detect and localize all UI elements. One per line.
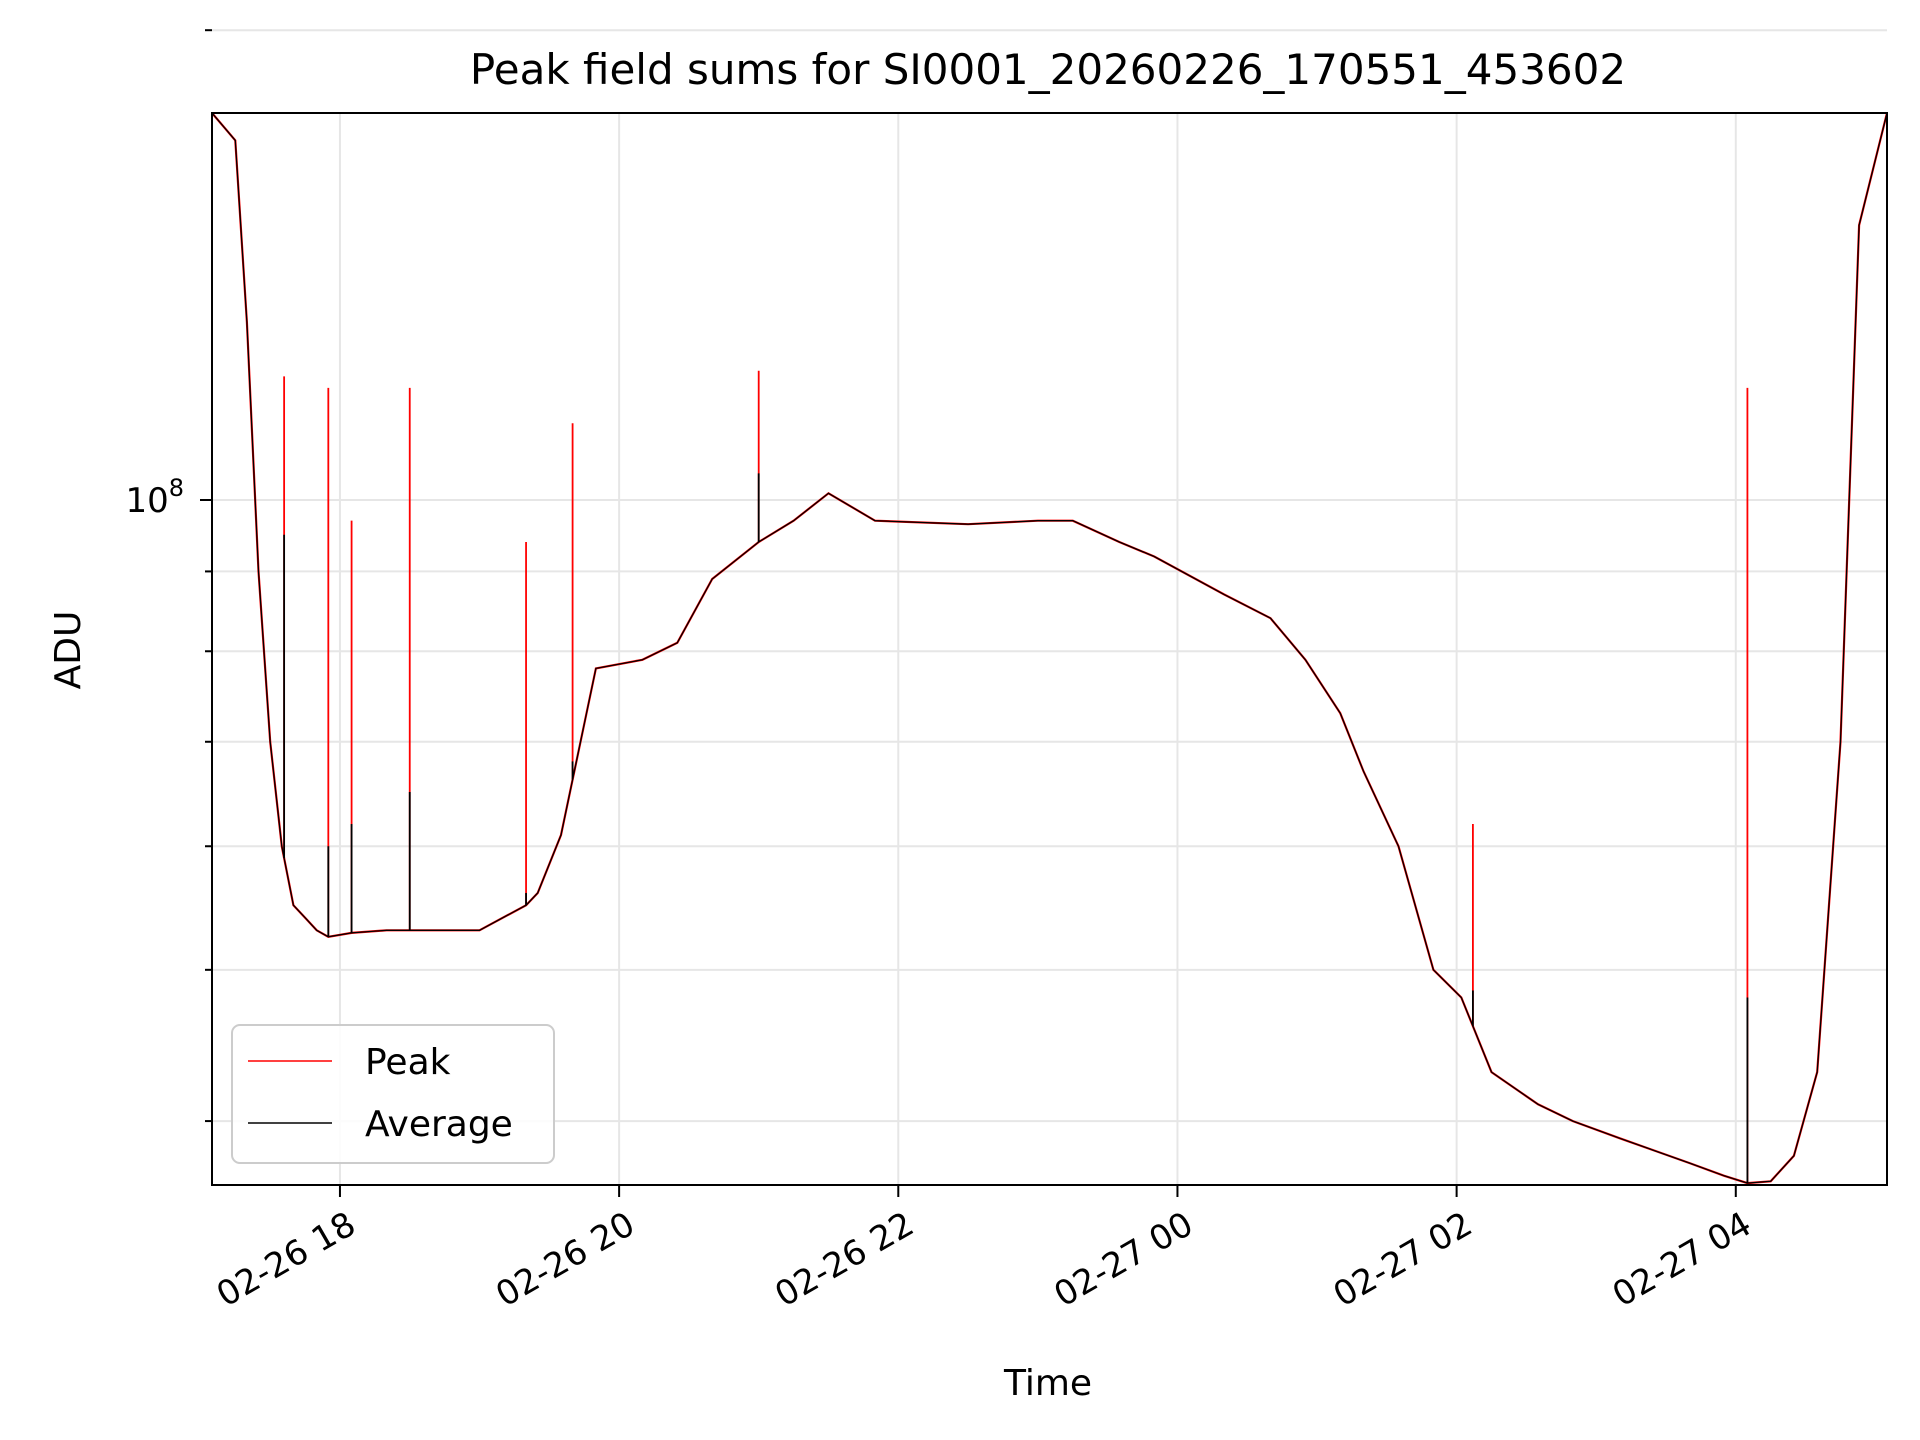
y-tick-label-exponent: 8: [169, 474, 184, 502]
legend-peak-label: Peak: [365, 1042, 451, 1083]
average-line: [212, 113, 1887, 1184]
series-layer: [212, 113, 1887, 1185]
x-tick-label: 02-26 22: [768, 1204, 920, 1315]
y-axis-label: ADU: [48, 611, 89, 690]
y-tick-label: 108: [125, 474, 184, 521]
peak-line: [212, 113, 1887, 1185]
y-tick-label-base: 10: [125, 481, 168, 521]
x-axis: 02-26 18 02-26 20 02-26 22 02-27 00 02-27 02…: [210, 1185, 1758, 1315]
legend: Peak Average: [231, 1024, 555, 1164]
grid: [212, 29, 1887, 1185]
x-tick-label: 02-27 04: [1606, 1204, 1758, 1315]
y-axis: 108: [125, 29, 212, 1123]
legend-box: [231, 1024, 555, 1164]
plot-frame: [211, 112, 1888, 1186]
x-tick-label: 02-26 20: [489, 1204, 641, 1315]
legend-average-label: Average: [365, 1104, 513, 1145]
chart-title: Peak field sums for SI0001_20260226_1705…: [470, 45, 1626, 94]
x-tick-label: 02-26 18: [210, 1204, 362, 1315]
x-axis-label: Time: [1003, 1363, 1092, 1404]
x-tick-label: 02-27 00: [1048, 1204, 1200, 1315]
x-tick-label: 02-27 02: [1327, 1204, 1479, 1315]
